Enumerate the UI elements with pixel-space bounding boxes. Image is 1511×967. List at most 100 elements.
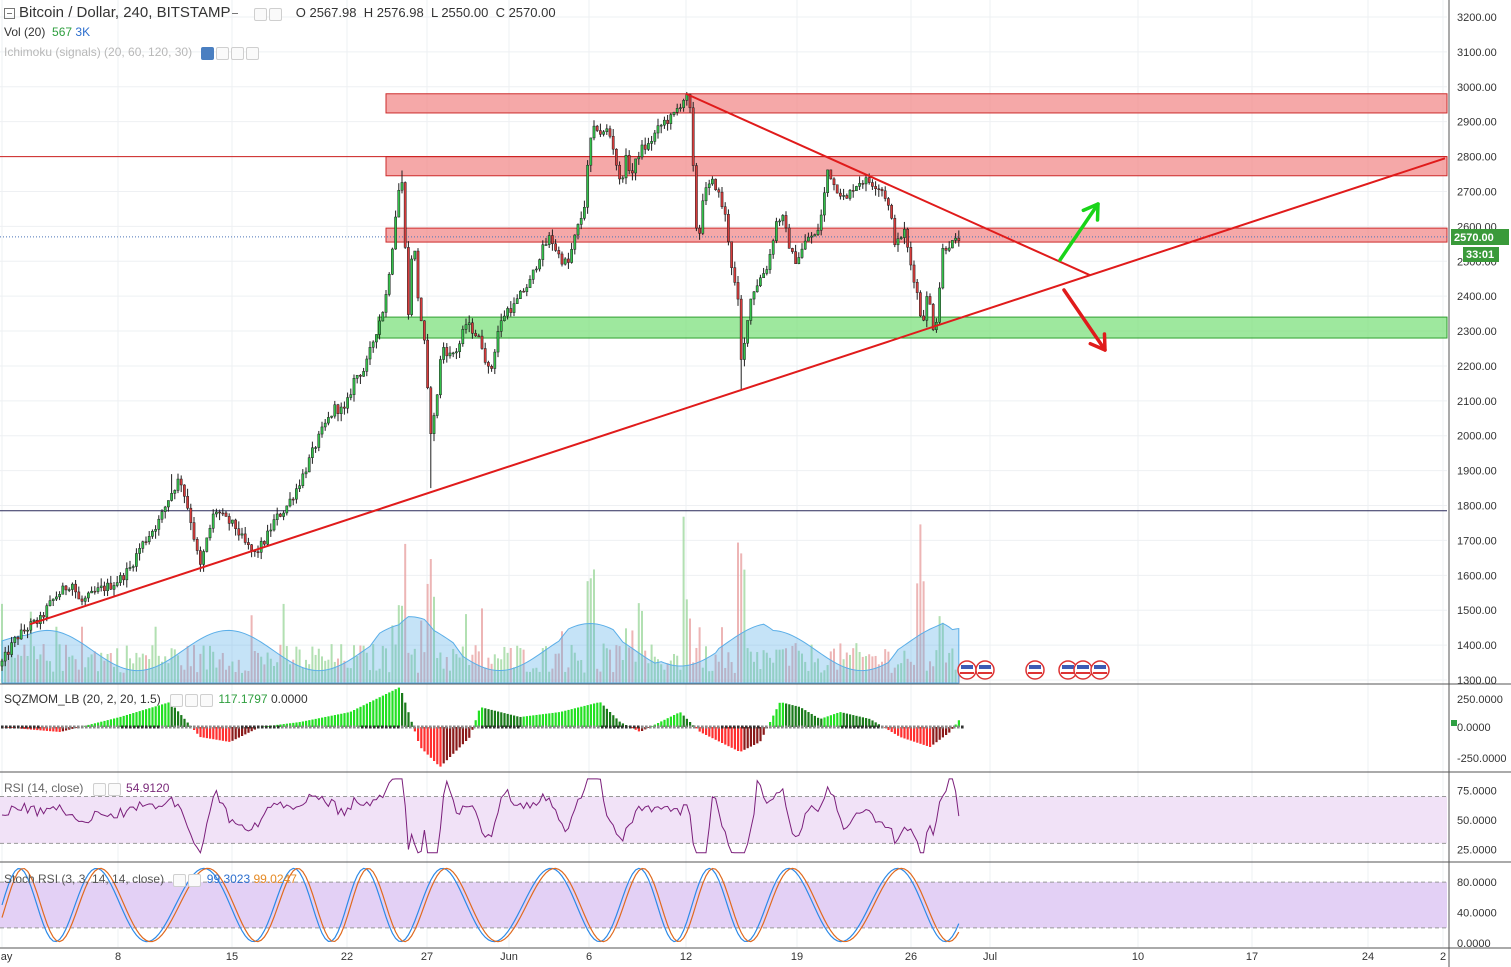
time-tick-label: 10 [1132,951,1144,963]
volume-bar [516,645,519,683]
candle-body [419,297,423,322]
momentum-bar [865,718,868,727]
volume-bar [189,666,192,683]
volume-bar [829,651,832,683]
candle-body [461,329,465,345]
compare-icon[interactable] [269,8,283,22]
candle-body [931,304,935,330]
volume-bar [669,660,672,683]
open-value: 2567.98 [309,5,357,20]
volume-bar [13,657,16,683]
volume-bar [775,649,778,683]
volume-bar [87,657,90,683]
momentum-bar [340,713,343,727]
volume-bar [257,652,259,683]
momentum-bar [618,721,621,727]
volume-bar [103,660,106,683]
volume-bar [209,645,211,683]
close-icon[interactable] [107,782,121,796]
volume-bar [612,672,615,683]
settings-icon[interactable] [173,873,187,887]
volume-bar [631,630,634,683]
candle-body [71,583,74,590]
dropdown-icon[interactable] [230,9,240,18]
momentum-bar [103,720,106,727]
volume-bar [413,648,416,683]
format-icon[interactable] [185,693,199,707]
event-flag-icon [1090,660,1110,680]
squeeze-dot [769,725,772,729]
candle-body [653,132,657,142]
close-icon[interactable] [188,873,202,887]
economic-event-icons[interactable] [957,660,1110,680]
momentum-bar [749,727,752,747]
volume-bar [951,648,954,683]
squeeze-dot [953,725,956,729]
trendlines[interactable] [29,92,1446,626]
candle-body [752,291,756,300]
squeeze-dot [313,725,316,729]
momentum-bar [900,727,903,738]
volume-bar [609,649,611,683]
volume-bar [769,657,771,683]
format-icon[interactable] [231,46,245,60]
squeeze-dot [437,725,440,729]
trendline-descending [685,92,1091,277]
stoch-rsi-legend[interactable]: Stoch RSI (3, 3, 14, 14, close) 99.3023 … [4,872,297,887]
rsi-legend[interactable]: RSI (14, close) 54.9120 [4,781,170,796]
candle-body [333,404,337,417]
squeeze-dot [517,725,520,729]
close-icon[interactable] [246,46,260,60]
candle-body [893,217,897,246]
squeeze-dot [881,725,884,729]
candle-body [867,177,871,183]
settings-icon[interactable] [92,782,106,796]
candle-body [621,177,625,180]
candle-body [455,351,458,354]
momentum-bar [836,712,839,727]
candle-body [672,112,676,115]
momentum-bar [577,707,580,727]
candle-body [515,298,519,304]
volume-bar [839,643,842,683]
squeeze-dot [101,725,104,729]
squeeze-dot [433,725,436,729]
ichimoku-legend[interactable]: Ichimoku (signals) (20, 60, 120, 30) [4,45,261,60]
momentum-bar [609,712,612,727]
candle-body [218,511,221,514]
sqzmom-legend[interactable]: SQZMOM_LB (20, 2, 20, 1.5) 117.1797 0.00… [4,692,308,707]
volume-bar [676,655,679,683]
collapse-icon[interactable] [4,8,15,20]
symbol-tools[interactable] [254,6,284,22]
volume-bar [557,653,560,683]
candle-body [435,394,439,416]
volume-bar [321,656,323,683]
momentum-bar [612,715,615,727]
volume-bar [861,656,864,683]
volume-bar [375,670,378,683]
momentum-bar [337,714,340,727]
volume-bar [417,672,419,683]
candle-body [186,496,189,509]
candle-body [224,512,228,517]
squeeze-dot [673,725,676,729]
volume-bar [42,644,45,683]
volume-legend[interactable]: Vol (20) 567 3K [4,25,91,39]
visibility-icon[interactable] [201,46,215,60]
volume-bar [545,646,547,683]
event-flag-icon [1073,660,1093,680]
momentum-bar [631,727,634,729]
settings-icon[interactable] [216,46,230,60]
momentum-bar [484,708,487,727]
settings-icon[interactable] [254,8,268,22]
candle-body [474,333,477,337]
squeeze-dot [861,725,864,729]
momentum-bar [580,706,583,727]
squeeze-dot [481,725,484,729]
settings-icon[interactable] [170,693,184,707]
close-icon[interactable] [200,693,214,707]
symbol-header[interactable]: Bitcoin / Dollar, 240, BITSTAMP O 2567.9… [4,4,556,22]
candle-body [717,189,721,193]
volume-bar [695,647,698,683]
